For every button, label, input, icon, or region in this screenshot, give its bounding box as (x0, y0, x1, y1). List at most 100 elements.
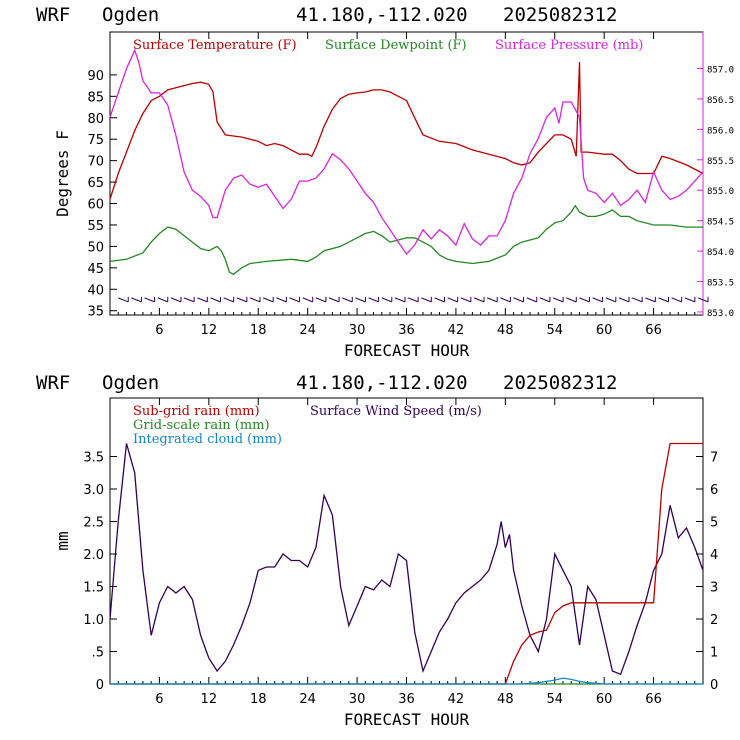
legend-entry: Integrated cloud (mm) (133, 432, 282, 447)
y2-tick-label: 853.5 (707, 279, 734, 289)
y2-tick-label: 854.5 (707, 218, 734, 228)
y2-tick-label: 856.5 (707, 96, 734, 106)
y-tick-label: 65 (87, 176, 104, 191)
coordinates: 41.180,-112.020 (296, 372, 468, 394)
y-tick-label: 40 (87, 283, 104, 298)
wind-barb (289, 297, 300, 303)
y2-tick-label: 7 (710, 451, 718, 466)
legend-entry: Grid-scale rain (mm) (133, 418, 270, 433)
wind-barb (223, 297, 234, 303)
wind-barb (131, 297, 142, 303)
wind-barb (183, 297, 195, 303)
wind-barb (315, 297, 327, 303)
y-axis-label: Degrees F (53, 130, 72, 217)
surface-chart: 6 12 18 24 30 36 42 48 54 60 66 35 40 45 50 55 60 65 70 75 8… (53, 31, 734, 360)
site-name: Ogden (102, 372, 160, 394)
wind-barb (170, 297, 182, 303)
y2-tick-label: 854.0 (707, 248, 734, 258)
x-tick-label: 48 (497, 323, 514, 338)
y2-tick-label: 2 (710, 613, 718, 628)
wind-barb (249, 297, 261, 303)
x-axis-label: FORECAST HOUR (344, 710, 470, 729)
legend-entry: Surface Dewpoint (F) (325, 38, 467, 53)
y-tick-label: 2.0 (83, 548, 104, 563)
x-tick-label: 30 (349, 323, 366, 338)
wind-barb (539, 297, 551, 303)
wind-barb (118, 297, 129, 303)
wind-barb (381, 297, 392, 303)
wind-barb (473, 297, 485, 303)
x-tick-label: 24 (299, 323, 316, 338)
y-tick-label: 35 (87, 305, 104, 320)
wind-barb (658, 297, 669, 303)
y-tick-label: 85 (87, 90, 104, 105)
legend-entry: Surface Pressure (mb) (495, 38, 643, 53)
legend-entry: Surface Wind Speed (m/s) (310, 404, 482, 419)
y-axis-label: mm (53, 531, 72, 550)
y-tick-label: 60 (87, 198, 104, 213)
wind-barb (328, 297, 340, 303)
wind-barb (236, 297, 248, 303)
y-tick-label: 90 (87, 69, 104, 84)
y2-tick-label: 856.0 (707, 126, 734, 136)
wind-barb (144, 297, 155, 303)
run-id: 2025082312 (503, 4, 618, 26)
x-tick-label: 12 (201, 323, 218, 338)
x-tick-label: 60 (596, 323, 613, 338)
model-name: WRF (36, 372, 71, 394)
wind-barb (355, 297, 366, 303)
y-tick-label: 2.5 (83, 516, 104, 531)
x-tick-label: 54 (546, 323, 563, 338)
precip-wind-chart: 6 12 18 24 30 36 42 48 54 60 660.51.01.52.02.53.03… (53, 397, 718, 729)
legend-entry: Surface Temperature (F) (133, 38, 297, 53)
x-axis-label: FORECAST HOUR (344, 341, 470, 360)
wind-barb (631, 297, 643, 303)
y-tick-label: 55 (87, 219, 104, 234)
wind-barb (302, 297, 313, 303)
y-tick-label: 50 (87, 240, 104, 255)
wind-barb (671, 297, 682, 303)
wind-barb (342, 297, 353, 303)
x-tick-label: 42 (448, 692, 465, 707)
wind-barb (460, 297, 472, 303)
wind-barb (407, 297, 419, 303)
wind-barb (605, 297, 616, 303)
wind-barb (487, 297, 498, 303)
x-tick-label: 60 (596, 692, 613, 707)
wind-barb (500, 297, 511, 303)
x-tick-label: 18 (250, 692, 267, 707)
run-id: 2025082312 (503, 372, 618, 394)
y-tick-label: 70 (87, 155, 104, 170)
y2-tick-label: 5 (710, 516, 718, 531)
wind-barb (434, 297, 445, 303)
wind-barb (157, 297, 168, 303)
y2-tick-label: 855.5 (707, 157, 734, 167)
x-tick-label: 66 (645, 323, 662, 338)
x-tick-label: 54 (546, 692, 563, 707)
subgrid-rain-line (110, 442, 703, 685)
x-tick-label: 36 (398, 323, 415, 338)
dewpoint-line (109, 204, 703, 276)
wind-barb (684, 297, 696, 303)
x-tick-label: 48 (497, 692, 514, 707)
wind-barb (552, 297, 564, 303)
y-tick-label: 0 (96, 678, 104, 693)
wind-barb (526, 297, 537, 303)
x-tick-label: 42 (448, 323, 465, 338)
wind-barb (394, 297, 406, 303)
chart2-header: WRF Ogden 41.180,-112.020 2025082312 (0, 372, 740, 398)
plot-frame (109, 31, 704, 316)
wind-barb (197, 297, 208, 303)
wind-barb (421, 297, 432, 303)
y-tick-label: 3.0 (83, 483, 104, 498)
wind-barb (579, 297, 590, 303)
y2-tick-label: 855.0 (707, 187, 734, 197)
y-tick-label: 80 (87, 112, 104, 127)
legend-entry: Sub-grid rain (mm) (133, 404, 260, 419)
wind-barb (513, 297, 524, 303)
chart1-header: WRF Ogden 41.180,-112.020 2025082312 (0, 4, 740, 30)
wind-barb (276, 297, 287, 303)
y2-tick-label: 0 (710, 678, 718, 693)
y2-tick-label: 6 (710, 483, 718, 498)
x-tick-label: 6 (155, 323, 163, 338)
